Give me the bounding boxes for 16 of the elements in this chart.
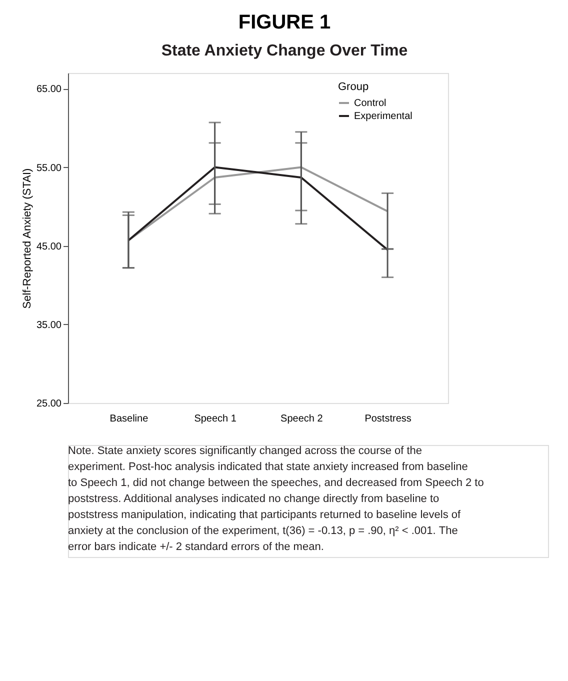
y-tick-label: 55.00 xyxy=(36,162,62,174)
legend-label: Experimental xyxy=(354,111,412,122)
chart-title: FIGURE 1 xyxy=(238,12,331,34)
chart-subtitle: State Anxiety Change Over Time xyxy=(161,42,408,60)
x-tick-label: Speech 2 xyxy=(280,414,324,424)
x-tick-label: Poststress xyxy=(364,414,412,424)
legend-label: Control xyxy=(354,98,386,109)
y-tick-label: 25.00 xyxy=(36,398,62,410)
x-tick-label: Baseline xyxy=(110,414,149,424)
y-tick-label: 65.00 xyxy=(36,84,62,96)
text: Note. State anxiety scores significantly changed across the course of the experiment. Post-hoc analysis indicated that state anxiety increased from baseline to Speech 1, did not change between the speeches, and decreased from Speech 2 to poststress. Additional analyses indicated no change directly from baseline to poststress manipulation, indicating that participants returned to baseline levels of anxiety at the conclusion of the experiment, t(36) = -0.13, p = .90, η² < .001. The error bars indicate +/- 2 standard errors of the mean. xyxy=(68,445,484,553)
x-tick-label: Speech 1 xyxy=(194,414,237,424)
legend-title: Group xyxy=(338,81,369,93)
y-tick-label: 45.00 xyxy=(36,241,62,252)
y-tick-label: 35.00 xyxy=(36,320,62,331)
y-axis-title: Self-Reported Anxiety (STAI) xyxy=(21,168,34,309)
